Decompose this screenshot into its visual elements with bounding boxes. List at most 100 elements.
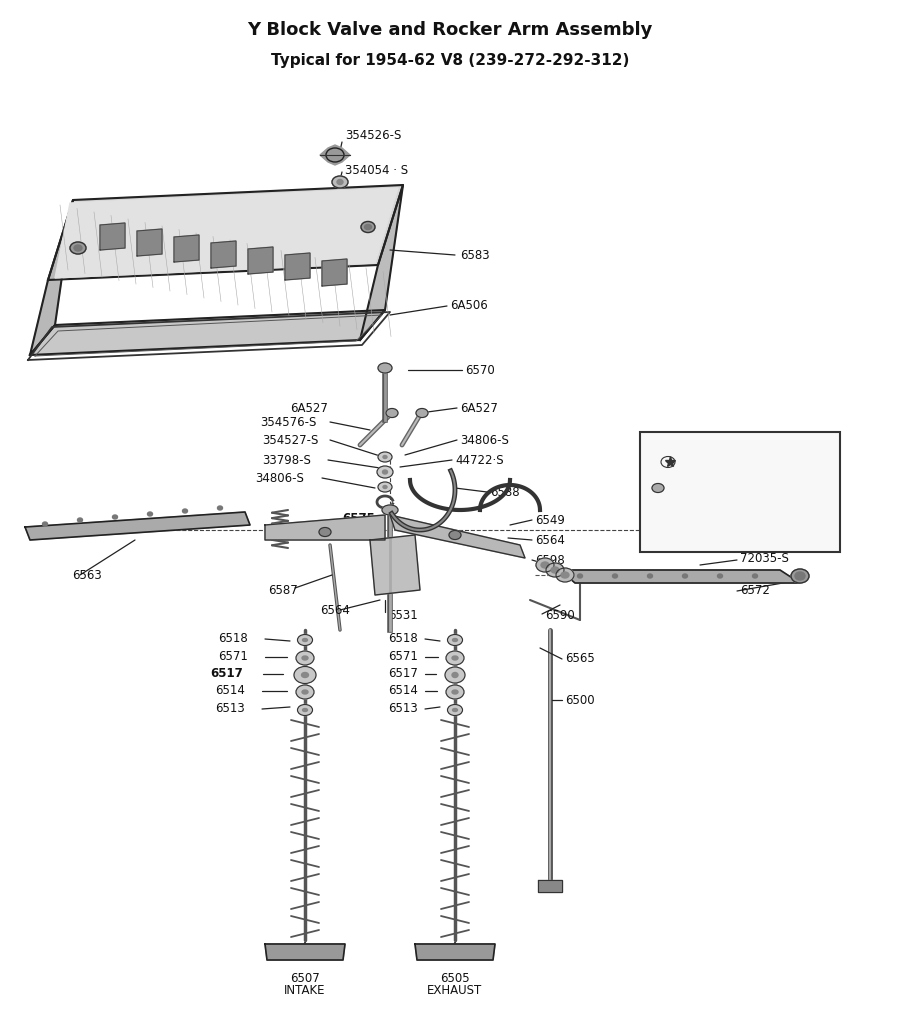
Ellipse shape — [453, 638, 457, 641]
Ellipse shape — [446, 651, 464, 665]
Text: 6514: 6514 — [215, 684, 245, 696]
Text: 6572: 6572 — [740, 583, 770, 597]
Ellipse shape — [302, 672, 309, 678]
Ellipse shape — [416, 408, 428, 418]
Ellipse shape — [446, 685, 464, 699]
Ellipse shape — [449, 530, 461, 540]
Polygon shape — [322, 259, 347, 286]
Ellipse shape — [682, 574, 688, 578]
Text: 6518: 6518 — [218, 632, 248, 644]
Polygon shape — [560, 570, 800, 583]
Text: 6507: 6507 — [290, 972, 320, 984]
Text: 6518: 6518 — [388, 632, 418, 644]
Text: 6588: 6588 — [490, 486, 519, 498]
Text: 6598: 6598 — [535, 553, 565, 567]
Ellipse shape — [332, 176, 348, 188]
Ellipse shape — [647, 574, 652, 578]
Ellipse shape — [378, 482, 392, 492]
Text: 6575: 6575 — [342, 512, 375, 524]
Text: 354527-S: 354527-S — [262, 433, 319, 447]
Text: 6513: 6513 — [388, 701, 418, 715]
Ellipse shape — [70, 242, 86, 254]
Polygon shape — [370, 535, 420, 595]
Ellipse shape — [302, 709, 308, 712]
Ellipse shape — [551, 567, 559, 573]
Polygon shape — [360, 185, 403, 340]
Polygon shape — [390, 515, 525, 558]
Ellipse shape — [536, 558, 554, 572]
Ellipse shape — [382, 505, 398, 515]
Ellipse shape — [652, 484, 664, 492]
Polygon shape — [55, 188, 398, 278]
Ellipse shape — [319, 527, 331, 537]
Text: 33798-S: 33798-S — [262, 454, 310, 466]
Ellipse shape — [383, 456, 387, 459]
Bar — [640, 432, 840, 552]
Ellipse shape — [791, 569, 809, 583]
Text: 6513: 6513 — [215, 701, 245, 715]
Polygon shape — [30, 200, 73, 355]
Ellipse shape — [74, 244, 82, 251]
Ellipse shape — [452, 690, 458, 694]
Ellipse shape — [42, 522, 48, 526]
Polygon shape — [320, 145, 350, 165]
Ellipse shape — [556, 568, 574, 582]
Text: 6505: 6505 — [440, 972, 470, 984]
Ellipse shape — [112, 515, 118, 519]
Ellipse shape — [386, 408, 398, 418]
Polygon shape — [100, 223, 125, 250]
Ellipse shape — [337, 179, 343, 184]
Text: 6514: 6514 — [388, 684, 418, 696]
Text: 6549: 6549 — [700, 484, 730, 496]
Ellipse shape — [452, 656, 458, 660]
Text: 6A527: 6A527 — [460, 402, 498, 414]
Text: 6571: 6571 — [218, 650, 248, 662]
Polygon shape — [265, 944, 345, 960]
Ellipse shape — [302, 690, 308, 694]
Text: EXHAUST: EXHAUST — [428, 983, 482, 997]
Text: 44722·S: 44722·S — [455, 454, 504, 466]
Polygon shape — [137, 229, 162, 256]
Text: 354526-S: 354526-S — [345, 128, 401, 142]
Ellipse shape — [717, 574, 723, 578]
Polygon shape — [174, 235, 199, 262]
Ellipse shape — [383, 486, 387, 489]
Text: 6590: 6590 — [545, 608, 575, 622]
Ellipse shape — [218, 506, 222, 510]
Ellipse shape — [296, 685, 314, 699]
Ellipse shape — [447, 704, 463, 716]
Ellipse shape — [613, 574, 617, 578]
Text: 6571: 6571 — [388, 650, 418, 662]
Ellipse shape — [453, 709, 457, 712]
Text: Typical for 1954-62 V8 (239-272-292-312): Typical for 1954-62 V8 (239-272-292-312) — [271, 53, 629, 67]
Polygon shape — [265, 515, 385, 540]
Text: 6500: 6500 — [565, 693, 595, 707]
Text: 6587: 6587 — [268, 583, 298, 597]
Ellipse shape — [183, 509, 187, 513]
Polygon shape — [211, 241, 236, 268]
Ellipse shape — [326, 148, 344, 162]
Text: 6549: 6549 — [535, 514, 565, 526]
Ellipse shape — [578, 574, 582, 578]
Text: 6565: 6565 — [565, 652, 595, 664]
Text: 6531: 6531 — [388, 608, 418, 622]
Ellipse shape — [447, 634, 463, 645]
Text: 354576-S: 354576-S — [260, 415, 317, 429]
Text: 6564: 6564 — [535, 534, 565, 547]
Ellipse shape — [298, 634, 312, 645]
Ellipse shape — [378, 363, 392, 373]
Text: 6563: 6563 — [740, 569, 770, 581]
Polygon shape — [248, 247, 273, 274]
Ellipse shape — [377, 466, 393, 478]
Ellipse shape — [148, 512, 152, 516]
Polygon shape — [48, 185, 403, 280]
Polygon shape — [285, 253, 310, 280]
Text: 6517: 6517 — [388, 666, 418, 680]
Text: 6570: 6570 — [465, 364, 495, 376]
Ellipse shape — [77, 518, 83, 522]
Bar — [538, 880, 562, 892]
Text: Y Block Valve and Rocker Arm Assembly: Y Block Valve and Rocker Arm Assembly — [248, 21, 652, 39]
Ellipse shape — [294, 666, 316, 684]
Ellipse shape — [298, 704, 312, 716]
Polygon shape — [415, 944, 495, 960]
